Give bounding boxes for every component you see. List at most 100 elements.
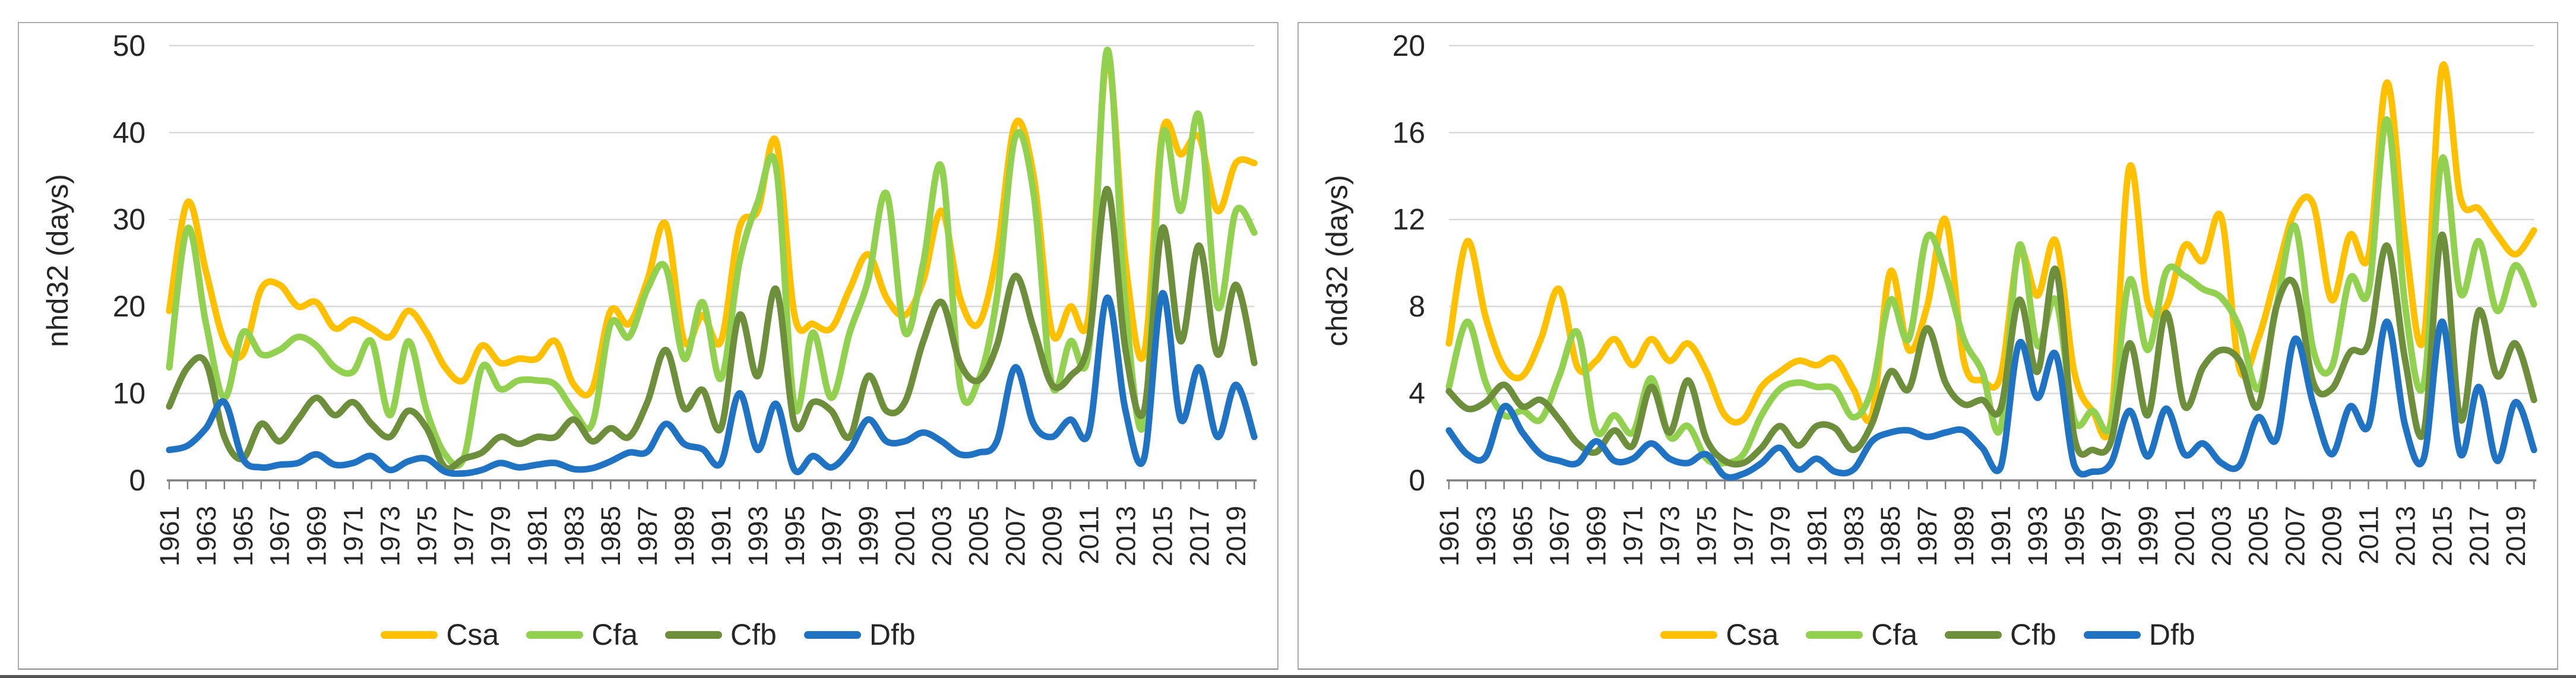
x-tick-label-1961: 1961	[1434, 506, 1464, 566]
legend-right: Csa Cfa Cfb Dfb	[1299, 617, 2557, 652]
x-tick-label-1985: 1985	[1875, 506, 1906, 566]
x-tick-label-1979: 1979	[1765, 506, 1795, 566]
legend-item-csa: Csa	[381, 617, 499, 652]
x-tick-label-2017: 2017	[1184, 506, 1214, 566]
series-line-Cfb	[166, 185, 1258, 472]
y-tick-label-50: 50	[113, 29, 145, 62]
x-tick-label-2003: 2003	[927, 506, 957, 566]
x-tick-label-2017: 2017	[2464, 506, 2494, 566]
x-tick-label-1999: 1999	[2133, 506, 2163, 566]
y-tick-label-8: 8	[1409, 290, 1425, 323]
legend-label-cfa: Cfa	[591, 618, 638, 651]
legend-swatch-dfb	[2083, 631, 2141, 639]
x-tick-label-1977: 1977	[448, 506, 479, 566]
x-tick-label-1995: 1995	[2059, 506, 2090, 566]
legend-swatch-csa	[1660, 631, 1718, 639]
x-tick-label-1979: 1979	[485, 506, 515, 566]
chart-panel-nhd32: 0 10 20 30 40 50 1961 1963 1965 1967 1969 1971 1973 1…	[18, 22, 1278, 670]
x-tick-label-1967: 1967	[1545, 506, 1575, 566]
y-tick-label-16: 16	[1393, 116, 1425, 149]
x-tick-label-1991: 1991	[1986, 506, 2016, 566]
x-tick-label-1987: 1987	[1912, 506, 1942, 566]
legend-item-cfa: Cfa	[1806, 617, 1917, 652]
x-tick-label-1965: 1965	[228, 506, 258, 566]
legend-label-cfb: Cfb	[2010, 618, 2056, 651]
x-tick-label-2005: 2005	[964, 506, 994, 566]
y-tick-label-0: 0	[129, 464, 145, 497]
x-tick-label-1973: 1973	[375, 506, 406, 566]
x-tick-label-1987: 1987	[632, 506, 663, 566]
chart-panel-chd32: 0 4 8 12 16 20 1961 1963 1965 1967 1969 1971 1973 197…	[1298, 22, 2558, 670]
x-tick-label-1993: 1993	[743, 506, 773, 566]
x-tick-label-1971: 1971	[1618, 506, 1648, 566]
legend-swatch-cfa	[1806, 631, 1863, 639]
legend-item-cfa: Cfa	[526, 617, 638, 652]
series-line-Dfb	[1445, 318, 2537, 481]
y-tick-label-20: 20	[1393, 29, 1425, 62]
x-tick-label-2003: 2003	[2207, 506, 2237, 566]
x-tick-label-2007: 2007	[2280, 506, 2311, 566]
legend-label-dfb: Dfb	[869, 618, 916, 651]
bottom-divider	[0, 675, 2576, 678]
x-tick-label-1995: 1995	[780, 506, 810, 566]
x-tick-label-1997: 1997	[817, 506, 847, 566]
x-tick-label-1981: 1981	[522, 506, 552, 566]
y-tick-label-0: 0	[1409, 464, 1425, 497]
x-tick-label-1975: 1975	[1692, 506, 1722, 566]
x-tick-label-2009: 2009	[1037, 506, 1068, 566]
legend-swatch-dfb	[803, 631, 861, 639]
series-line-Cfb	[1445, 231, 2537, 468]
legend-swatch-csa	[381, 631, 438, 639]
y-axis-title-chd32: chd32 (days)	[1321, 175, 1355, 347]
y-axis-title-nhd32: nhd32 (days)	[41, 174, 75, 347]
x-tick-label-1997: 1997	[2096, 506, 2126, 566]
x-tick-label-2001: 2001	[890, 506, 920, 566]
y-tick-label-12: 12	[1393, 203, 1425, 236]
y-tick-label-30: 30	[113, 203, 145, 236]
legend-swatch-cfb	[1945, 631, 2002, 639]
x-tick-label-2019: 2019	[2501, 506, 2531, 566]
legend-swatch-cfa	[526, 631, 584, 639]
x-tick-label-1969: 1969	[1581, 506, 1612, 566]
x-tick-label-1971: 1971	[338, 506, 369, 566]
legend-label-cfa: Cfa	[1871, 618, 1918, 651]
x-tick-label-1991: 1991	[706, 506, 736, 566]
x-tick-label-1999: 1999	[853, 506, 884, 566]
y-tick-label-4: 4	[1409, 377, 1425, 410]
x-tick-label-1961: 1961	[154, 506, 185, 566]
y-axis-title-container-right: chd32 (days)	[1317, 23, 1358, 498]
x-tick-label-1985: 1985	[596, 506, 626, 566]
x-tick-label-2011: 2011	[2353, 506, 2384, 565]
legend-left: Csa Cfa Cfb Dfb	[19, 617, 1277, 652]
x-tick-label-1981: 1981	[1802, 506, 1832, 566]
series-line-Dfb	[166, 290, 1258, 477]
x-tick-label-1983: 1983	[1838, 506, 1869, 566]
legend-label-cfb: Cfb	[730, 618, 777, 651]
x-tick-label-1965: 1965	[1508, 506, 1538, 566]
x-tick-label-1989: 1989	[669, 506, 700, 566]
x-tick-label-1975: 1975	[412, 506, 442, 566]
x-tick-label-1963: 1963	[1471, 506, 1501, 566]
x-tick-label-1963: 1963	[191, 506, 221, 566]
x-tick-label-1983: 1983	[559, 506, 589, 566]
x-tick-label-2019: 2019	[1221, 506, 1251, 566]
x-tick-label-1973: 1973	[1655, 506, 1685, 566]
legend-item-cfb: Cfb	[1945, 617, 2056, 652]
x-tick-label-1969: 1969	[302, 506, 332, 566]
legend-label-csa: Csa	[446, 618, 499, 651]
x-tick-label-2015: 2015	[1147, 506, 1178, 566]
legend-item-cfb: Cfb	[665, 617, 777, 652]
y-tick-label-20: 20	[113, 290, 145, 323]
series-line-Cfa	[1445, 116, 2537, 467]
x-tick-label-2007: 2007	[1001, 506, 1031, 566]
x-tick-label-2009: 2009	[2317, 506, 2347, 566]
x-tick-label-2013: 2013	[2390, 506, 2420, 566]
x-tick-label-1967: 1967	[265, 506, 295, 566]
y-tick-label-10: 10	[113, 377, 145, 410]
legend-item-csa: Csa	[1660, 617, 1778, 652]
x-tick-label-2011: 2011	[1074, 506, 1104, 565]
legend-label-dfb: Dfb	[2148, 618, 2195, 651]
legend-item-dfb: Dfb	[2083, 617, 2195, 652]
